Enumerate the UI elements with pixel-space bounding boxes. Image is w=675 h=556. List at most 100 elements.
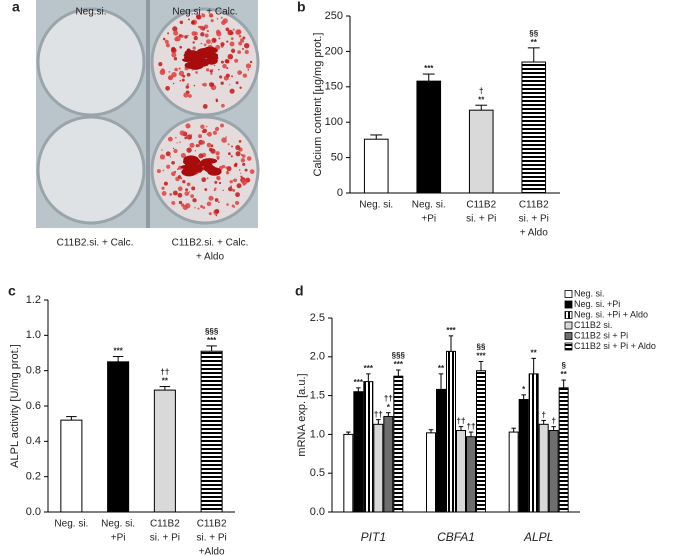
stain (200, 32, 205, 37)
legend-swatch (564, 290, 573, 298)
stain (184, 191, 190, 196)
stain (166, 164, 171, 169)
x-tick-label: Neg. si. (359, 200, 393, 211)
x-tick-label: CBFA1 (437, 530, 475, 544)
stain (199, 25, 204, 30)
significance-label: *** (207, 336, 217, 345)
stain (195, 71, 198, 74)
y-tick-label: 2.0 (310, 351, 325, 363)
stain (171, 52, 177, 58)
significance-label: †† (457, 417, 466, 426)
stain (185, 85, 190, 89)
stain (194, 206, 196, 209)
y-tick-label: 1.0 (26, 329, 41, 341)
bar (446, 350, 456, 513)
significance-label: * (522, 385, 526, 394)
stain (186, 50, 199, 58)
stain (240, 38, 245, 43)
legend-swatch (564, 300, 573, 309)
stain (188, 18, 190, 21)
stain (183, 92, 189, 98)
stain (226, 40, 229, 43)
stain (178, 67, 181, 70)
x-tick-label: + Aldo (520, 228, 549, 239)
stain (218, 37, 221, 40)
stain (179, 20, 184, 25)
stain (176, 142, 178, 144)
stain (184, 35, 188, 39)
significance-label: †† (160, 368, 169, 377)
x-tick-label: si. + Pi (466, 214, 496, 225)
stain (177, 168, 179, 170)
stain (216, 176, 220, 180)
stain (243, 43, 250, 49)
stain (203, 43, 207, 47)
stain (184, 61, 200, 70)
y-tick-label: 100 (325, 116, 343, 128)
bar (518, 398, 529, 513)
stain (220, 16, 223, 19)
y-axis-label: mRNA exp. [a.u.] (296, 373, 308, 456)
stain (226, 166, 232, 172)
stain (165, 43, 170, 48)
stain (198, 134, 203, 139)
stain (180, 152, 186, 159)
stain (215, 29, 221, 35)
bar (200, 350, 223, 513)
y-axis-label: ALPL activity [U/mg prot.] (9, 344, 21, 468)
stain (167, 75, 174, 81)
stain (175, 136, 177, 139)
legend-swatch (564, 332, 573, 340)
y-tick-label: 1.5 (310, 390, 325, 402)
stain (232, 179, 235, 182)
stain (200, 163, 207, 167)
stain (179, 130, 185, 136)
stain (198, 153, 204, 159)
photo-label: Neg.si. + Calc. (172, 7, 237, 18)
stain (241, 154, 246, 158)
stain (173, 30, 179, 36)
stain (228, 186, 233, 192)
stain (200, 42, 203, 45)
stain (204, 165, 217, 173)
stain (182, 204, 188, 210)
y-tick-label: 250 (325, 10, 343, 22)
photo-panel: a Neg.si. Neg.si. + Calc. C11B2.si. + Ca… (12, 0, 260, 263)
stain (202, 104, 208, 109)
significance-label: ** (162, 377, 169, 386)
x-tick-label: ALPL (523, 530, 553, 544)
stain (191, 186, 196, 191)
photo-label: Neg.si. (75, 7, 106, 18)
significance-label: *** (476, 352, 486, 361)
stain (169, 193, 173, 196)
x-tick-label: Neg. si. (412, 200, 446, 211)
stain (161, 186, 165, 190)
stain (177, 186, 183, 192)
stain (219, 75, 223, 79)
bar (456, 430, 466, 513)
stain (249, 169, 255, 174)
y-tick-label: 1.2 (26, 294, 41, 306)
stain (201, 13, 206, 18)
stain (244, 168, 248, 172)
stain (241, 179, 248, 185)
stain (186, 72, 191, 77)
legend-swatch (564, 321, 573, 330)
stain (193, 35, 198, 41)
stain (167, 136, 173, 142)
stain (231, 75, 233, 78)
stain (202, 206, 206, 209)
stain (240, 175, 243, 178)
stain (234, 58, 239, 63)
stain (234, 162, 238, 166)
stain (185, 188, 189, 192)
stain (182, 179, 186, 184)
y-axis-label: Calcium content [µg/mg prot.] (312, 33, 324, 177)
stain (220, 60, 224, 64)
x-tick-label: +Pi (111, 533, 126, 544)
stain (161, 191, 167, 196)
stain (180, 177, 183, 180)
bar (466, 436, 476, 513)
stain (194, 150, 196, 152)
stain (235, 29, 241, 35)
